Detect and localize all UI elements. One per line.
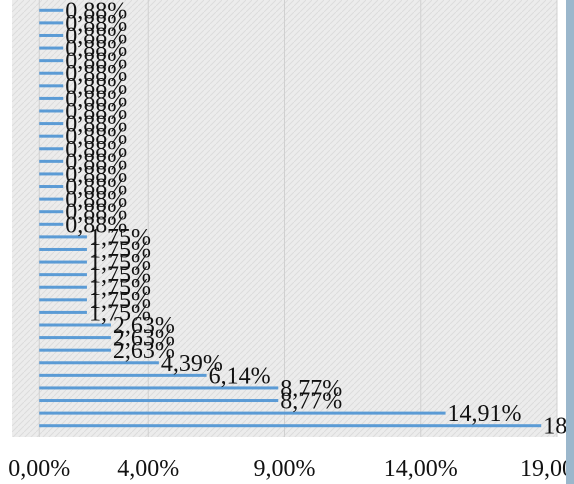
data-label-7: 2,63% (113, 326, 175, 352)
data-label-6: 2,63% (113, 338, 175, 364)
x-tick-label-1: 4,00% (117, 456, 179, 482)
bar-17 (39, 210, 64, 214)
x-tick-label-4: 19,00% (520, 456, 574, 482)
bar-26 (39, 96, 64, 100)
data-label-4: 6,14% (209, 363, 271, 389)
data-label-19: 0,88% (65, 175, 127, 201)
bar-21 (39, 159, 64, 163)
bar-28 (39, 71, 64, 75)
bar-10 (39, 298, 87, 302)
x-tick-label-0: 0,00% (8, 456, 70, 482)
data-label-2: 8,77% (280, 389, 342, 415)
right-border (566, 0, 574, 484)
data-label-9: 1,75% (89, 300, 151, 326)
data-label-26: 0,88% (65, 86, 127, 112)
data-label-30: 0,88% (65, 36, 127, 62)
data-label-5: 4,39% (161, 351, 223, 377)
data-label-15: 1,75% (89, 225, 151, 251)
bar-33 (39, 8, 64, 12)
data-label-31: 0,88% (65, 23, 127, 49)
bar-5 (39, 361, 159, 365)
bar-7 (39, 336, 111, 340)
data-label-24: 0,88% (65, 112, 127, 138)
data-label-8: 2,63% (113, 313, 175, 339)
x-tick-label-3: 14,00% (384, 456, 458, 482)
data-labels: 18,42%14,91%8,77%8,77%6,14%4,39%2,63%2,6… (65, 0, 574, 440)
data-label-18: 0,88% (65, 187, 127, 213)
bar-27 (39, 84, 64, 88)
data-label-12: 1,75% (89, 263, 151, 289)
data-label-1: 14,91% (448, 401, 522, 427)
bar-18 (39, 197, 64, 201)
bar-1 (39, 411, 446, 415)
data-label-14: 1,75% (89, 237, 151, 263)
bar-15 (39, 235, 87, 239)
data-label-13: 1,75% (89, 250, 151, 276)
data-label-10: 1,75% (89, 288, 151, 314)
data-label-29: 0,88% (65, 49, 127, 75)
bar-9 (39, 310, 87, 314)
x-axis-tick-labels: 0,00% 4,00% 9,00% 14,00% 19,00% (8, 456, 574, 482)
bar-14 (39, 247, 87, 251)
x-tick-label-2: 9,00% (254, 456, 316, 482)
bar-3 (39, 386, 279, 390)
bar-13 (39, 260, 87, 264)
bar-30 (39, 46, 64, 50)
data-label-20: 0,88% (65, 162, 127, 188)
data-label-33: 0,88% (65, 0, 127, 24)
bar-29 (39, 59, 64, 63)
bars (39, 8, 542, 428)
bar-32 (39, 21, 64, 25)
data-label-16: 0,88% (65, 212, 127, 238)
bar-11 (39, 285, 87, 289)
bar-0 (39, 424, 542, 428)
data-label-27: 0,88% (65, 74, 127, 100)
bar-24 (39, 122, 64, 126)
data-label-21: 0,88% (65, 149, 127, 175)
data-label-32: 0,88% (65, 11, 127, 37)
bar-25 (39, 109, 64, 113)
bar-31 (39, 33, 64, 37)
data-label-11: 1,75% (89, 275, 151, 301)
data-label-28: 0,88% (65, 61, 127, 87)
bar-20 (39, 172, 64, 176)
bar-16 (39, 222, 64, 226)
data-label-23: 0,88% (65, 124, 127, 150)
bar-12 (39, 273, 87, 277)
bar-6 (39, 348, 111, 352)
bar-19 (39, 185, 64, 189)
bar-4 (39, 373, 207, 377)
data-label-25: 0,88% (65, 99, 127, 125)
bar-23 (39, 134, 64, 138)
bar-22 (39, 147, 64, 151)
data-label-3: 8,77% (280, 376, 342, 402)
data-label-17: 0,88% (65, 200, 127, 226)
bar-8 (39, 323, 111, 327)
data-label-22: 0,88% (65, 137, 127, 163)
bar-2 (39, 399, 279, 403)
